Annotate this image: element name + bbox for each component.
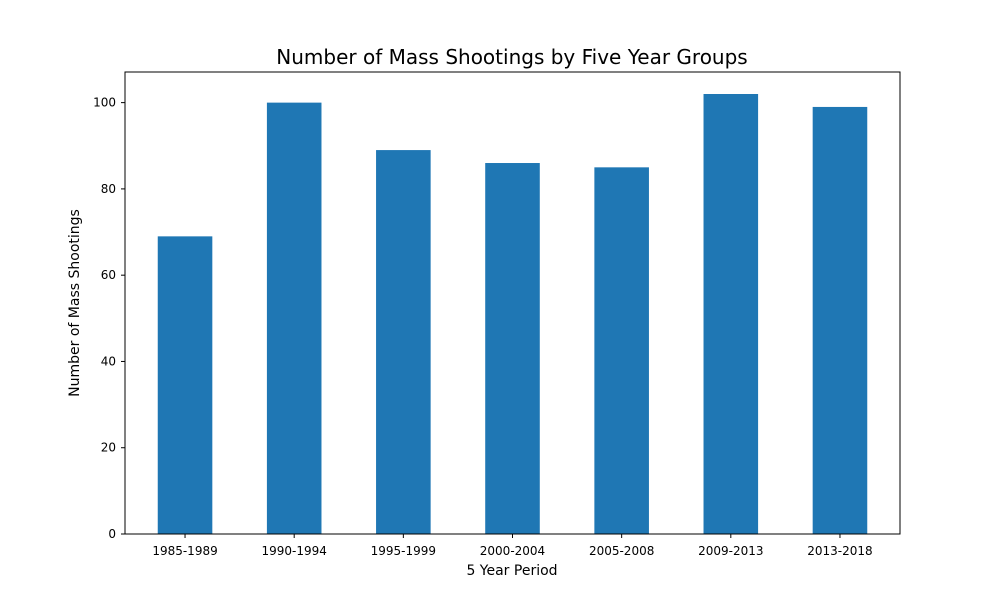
y-tick-label: 80: [101, 182, 116, 196]
plot-frame: [124, 71, 901, 535]
bars-layer: [157, 94, 868, 535]
y-axis-label: Number of Mass Shootings: [67, 209, 83, 397]
x-tick-label: 1995-1999: [371, 544, 436, 558]
y-tick-label: 40: [101, 354, 116, 368]
bar-1995-1999: [376, 150, 431, 534]
y-tick-label: 0: [108, 527, 116, 541]
x-axis-label: 5 Year Period: [466, 563, 557, 579]
y-tick-label: 100: [93, 96, 116, 110]
bar-2005-2008: [594, 167, 649, 535]
y-tick-label: 20: [101, 441, 116, 455]
x-tick-label: 2013-2018: [807, 544, 872, 558]
bar-2013-2018: [812, 106, 868, 535]
x-tick-label: 1985-1989: [152, 544, 217, 558]
x-tick-label: 2009-2013: [698, 544, 763, 558]
y-axis-ticks: 0 20 40 60 80 100: [93, 96, 125, 541]
y-tick-label: 60: [101, 268, 116, 282]
x-tick-label: 2005-2008: [589, 544, 654, 558]
bar-2009-2013: [703, 94, 759, 534]
x-tick-label: 1990-1994: [261, 544, 326, 558]
x-tick-label: 2000-2004: [480, 544, 545, 558]
bar-1985-1989: [157, 236, 213, 534]
bar-2000-2004: [485, 163, 540, 535]
chart-title: Number of Mass Shootings by Five Year Gr…: [276, 45, 747, 69]
bar-1990-1994: [266, 102, 322, 535]
x-axis-ticks: 1985-1989 1990-1994 1995-1999 2000-2004 2005…: [152, 534, 873, 558]
